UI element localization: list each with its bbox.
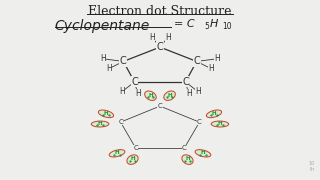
Text: H: H [135, 89, 140, 98]
Text: H: H [98, 121, 102, 126]
Text: H: H [214, 54, 220, 63]
Ellipse shape [98, 110, 114, 118]
Text: H: H [106, 64, 112, 73]
Text: H: H [115, 150, 119, 155]
Text: Cyclopentane: Cyclopentane [55, 19, 150, 33]
Ellipse shape [211, 121, 229, 127]
Ellipse shape [182, 155, 193, 164]
Text: = C: = C [174, 19, 195, 30]
Text: H: H [208, 64, 214, 73]
Text: 10: 10 [222, 22, 232, 31]
Text: C: C [133, 145, 138, 151]
Text: H: H [201, 150, 205, 155]
Text: H: H [165, 33, 171, 42]
Text: H: H [218, 121, 222, 126]
Ellipse shape [127, 155, 138, 164]
Text: H: H [209, 19, 218, 30]
Text: C: C [182, 77, 189, 87]
Text: C: C [156, 42, 164, 52]
Ellipse shape [164, 91, 175, 100]
Text: H: H [212, 111, 216, 116]
Text: Electron dot Structure: Electron dot Structure [88, 5, 232, 18]
Text: H: H [119, 87, 125, 96]
Text: C: C [120, 56, 127, 66]
Text: H: H [130, 156, 135, 161]
Text: C: C [197, 119, 202, 125]
Text: H: H [195, 87, 201, 96]
Text: C: C [193, 56, 200, 66]
Text: C: C [131, 77, 138, 87]
Text: H: H [167, 93, 172, 98]
Text: C: C [118, 119, 123, 125]
Text: H: H [148, 93, 153, 98]
Text: 10
th: 10 th [308, 161, 315, 172]
Text: H: H [186, 89, 192, 98]
Ellipse shape [109, 150, 125, 157]
Text: C: C [182, 145, 187, 151]
Text: H: H [185, 156, 190, 161]
Ellipse shape [195, 150, 211, 157]
Ellipse shape [206, 110, 222, 118]
Text: 5: 5 [204, 22, 209, 31]
Ellipse shape [91, 121, 109, 127]
Text: C: C [158, 103, 162, 109]
Text: H: H [104, 111, 108, 116]
Text: H: H [149, 33, 155, 42]
Ellipse shape [145, 91, 156, 100]
Text: H: H [100, 54, 106, 63]
